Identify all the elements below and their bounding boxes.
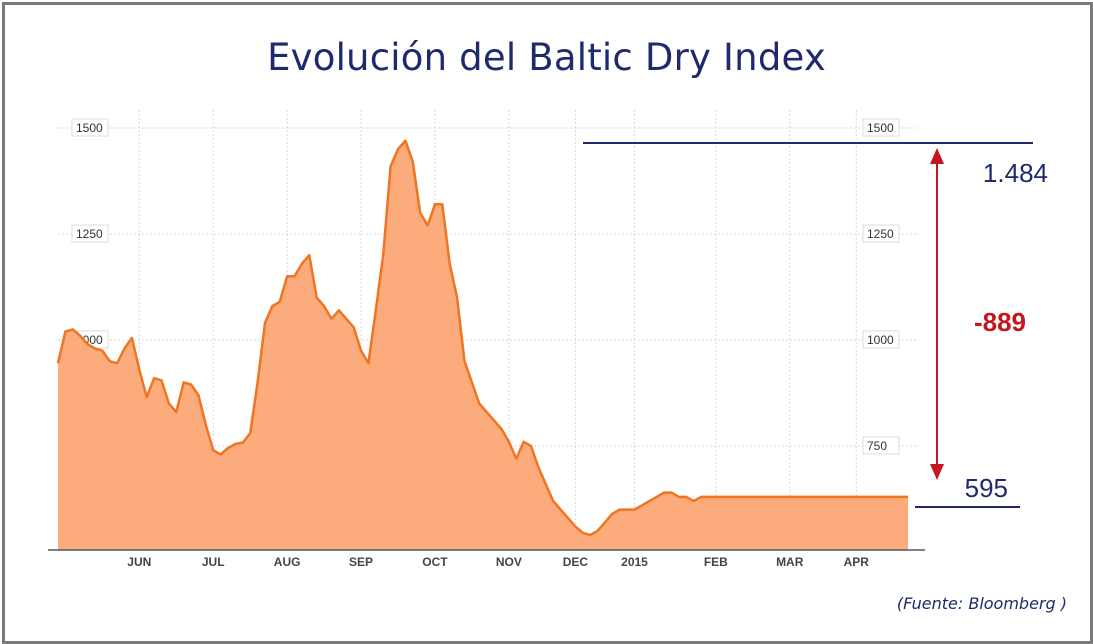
x-tick-label: APR xyxy=(844,555,870,569)
y-tick-label: 1500 xyxy=(76,121,103,135)
series-line xyxy=(56,139,908,537)
arrow-down-icon xyxy=(930,464,944,480)
x-tick-labels: JUN JUL AUG SEP OCT NOV DEC 2015 FEB MAR APR xyxy=(127,555,869,569)
x-tick-label: OCT xyxy=(422,555,448,569)
x-tick-label: SEP xyxy=(349,555,373,569)
y-tick-label: 1250 xyxy=(76,227,103,241)
x-tick-label: FEB xyxy=(704,555,728,569)
area-layer xyxy=(48,139,925,551)
y-tick-label: 750 xyxy=(867,439,887,453)
y-tick-box xyxy=(71,224,109,243)
series-area xyxy=(58,140,908,550)
source-label: (Fuente: Bloomberg ) xyxy=(896,594,1067,613)
x-tick-label: DEC xyxy=(563,555,589,569)
y-tick-label: 1250 xyxy=(867,227,894,241)
low-value-label: 595 xyxy=(965,473,1008,503)
y-tick-box xyxy=(862,224,900,243)
chart-title: Evolución del Baltic Dry Index xyxy=(267,36,826,79)
y-tick-box xyxy=(862,436,900,455)
annotations: 1.484 595 -889 xyxy=(583,142,1048,508)
difference-label: -889 xyxy=(974,307,1026,337)
arrow-up-icon xyxy=(930,148,944,164)
y-tick-label: 1500 xyxy=(867,121,894,135)
x-tick-label: AUG xyxy=(274,555,301,569)
x-tick-label: JUN xyxy=(127,555,151,569)
x-tick-label: MAR xyxy=(776,555,804,569)
x-tick-label: JUL xyxy=(202,555,225,569)
y-tick-label: 1000 xyxy=(867,333,894,347)
high-value-label: 1.484 xyxy=(983,158,1048,188)
y-tick-box xyxy=(862,330,900,349)
y-tick-box xyxy=(71,118,109,137)
x-tick-label: NOV xyxy=(496,555,522,569)
y-tick-box xyxy=(862,118,900,137)
x-tick-label: 2015 xyxy=(621,555,648,569)
y-tick-labels-right: 750 1000 1250 1500 xyxy=(862,118,900,455)
